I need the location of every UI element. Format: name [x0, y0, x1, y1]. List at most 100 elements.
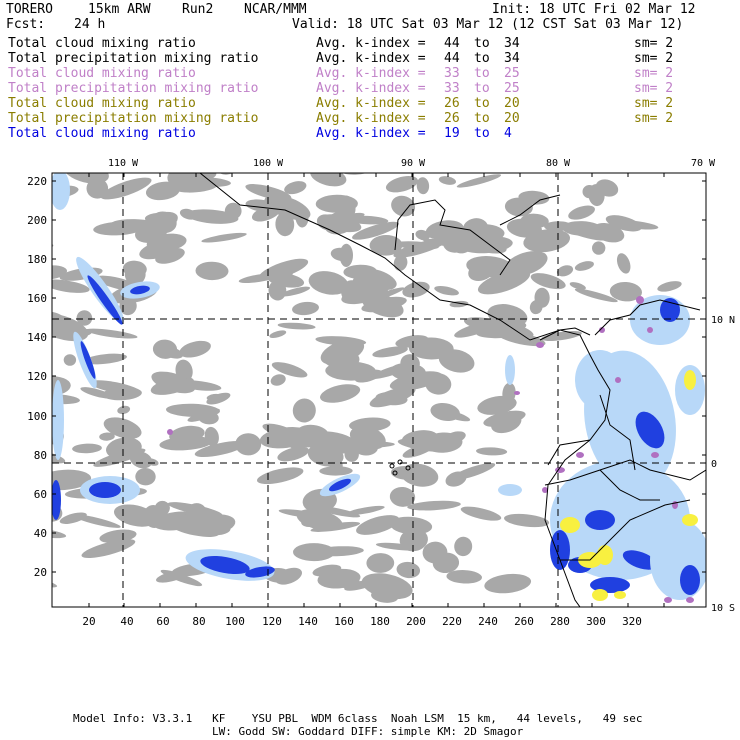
- init-time: Init: 18 UTC Fri 02 Mar 12: [492, 2, 696, 17]
- legend-to: 34: [504, 36, 520, 51]
- y-tick-label: 140: [27, 331, 47, 344]
- legend-name: Total precipitation mixing ratio: [8, 81, 259, 96]
- legend-to: 25: [504, 81, 520, 96]
- cloud-patch: [201, 232, 247, 243]
- y-tick-label: 220: [27, 175, 47, 188]
- latitude-label: 10 N: [711, 315, 735, 326]
- cloud-patch: [477, 269, 531, 295]
- cloud-patch: [460, 506, 502, 521]
- map-frame: [51, 172, 707, 608]
- precip-blob-light-blue: [575, 350, 625, 410]
- cloud-patch: [391, 195, 416, 217]
- cloud-patch: [83, 353, 127, 365]
- cloud-patch: [310, 173, 347, 187]
- precip-blob-blue: [635, 411, 665, 449]
- legend-to-word: to: [474, 81, 490, 96]
- cloud-patch: [63, 354, 77, 366]
- cloud-patch: [468, 261, 494, 282]
- cloud-patch: [194, 440, 247, 458]
- cloud-patch: [397, 438, 451, 452]
- cloud-patch: [0, 552, 28, 562]
- cloud-patch: [463, 317, 519, 335]
- cloud-patch: [86, 178, 109, 199]
- cloud-patch: [390, 465, 423, 480]
- cloud-patch: [89, 380, 142, 395]
- cloud-patch: [393, 254, 408, 271]
- y-tick-label: 200: [27, 214, 47, 227]
- cloud-patch: [76, 310, 93, 326]
- precip-blob-purple: [576, 452, 584, 458]
- cloud-patch: [280, 286, 311, 297]
- precip-blob-yellow: [614, 591, 626, 599]
- precip-blob-light-blue: [498, 484, 522, 496]
- precip-blob-blue: [550, 530, 570, 570]
- cloud-patch: [582, 184, 597, 199]
- cloud-patch: [324, 210, 357, 235]
- cloud-patch: [456, 174, 502, 188]
- cloud-patch: [100, 177, 152, 200]
- cloud-patch: [143, 216, 164, 226]
- cloud-patch: [369, 386, 416, 408]
- cloud-patch: [145, 181, 181, 201]
- galapagos-island: [405, 465, 411, 471]
- cloud-patch: [313, 546, 364, 557]
- cloud-patch: [407, 500, 461, 511]
- x-tick-label: 140: [298, 615, 318, 628]
- legend-kindex: Avg. k-index =: [316, 96, 426, 111]
- precip-blob-purple: [636, 296, 644, 304]
- legend-from: 44: [444, 51, 460, 66]
- cloud-patch: [18, 551, 48, 561]
- cloud-patch: [270, 374, 286, 386]
- legend-to: 25: [504, 66, 520, 81]
- cloud-patch: [556, 265, 574, 277]
- cloud-patch: [235, 433, 262, 456]
- cloud-patch: [269, 330, 287, 339]
- cloud-patch: [595, 179, 619, 197]
- legend-name: Total precipitation mixing ratio: [8, 51, 259, 66]
- coastline: [560, 499, 691, 561]
- precip-blob-yellow: [684, 370, 696, 390]
- legend-name: Total cloud mixing ratio: [8, 66, 196, 81]
- latitude-label: 0: [711, 459, 717, 470]
- y-tick-label: 120: [27, 370, 47, 383]
- cloud-patch: [574, 288, 618, 303]
- cloud-patch: [160, 569, 203, 587]
- cloud-patch: [402, 281, 430, 298]
- coastline: [199, 173, 611, 607]
- cloud-patch: [345, 505, 385, 516]
- cloud-patch: [372, 346, 408, 358]
- precip-blob-purple: [647, 327, 653, 333]
- legend-sm: sm= 2: [634, 51, 674, 66]
- y-tick-label: 160: [27, 292, 47, 305]
- precip-blob-purple: [615, 377, 621, 383]
- cloud-patch: [416, 177, 430, 195]
- cloud-patch: [135, 467, 156, 486]
- cloud-patch: [443, 431, 466, 444]
- legend-to-word: to: [474, 96, 490, 111]
- legend-kindex: Avg. k-index =: [316, 66, 426, 81]
- legend-to: 4: [504, 126, 512, 141]
- valid-time: Valid: 18 UTC Sat 03 Mar 12 (12 CST Sat …: [292, 17, 684, 32]
- legend-kindex: Avg. k-index =: [316, 36, 426, 51]
- legend-sm: sm= 2: [634, 36, 674, 51]
- cloud-patch: [442, 231, 469, 253]
- legend-to: 34: [504, 51, 520, 66]
- fcst-value: 24 h: [74, 17, 106, 32]
- precip-blob-yellow: [597, 545, 613, 565]
- cloud-patch: [319, 466, 353, 476]
- cloud-patch: [0, 290, 19, 309]
- precip-blob-light-blue: [52, 380, 64, 460]
- cloud-patch: [169, 425, 205, 444]
- x-tick-label: 40: [120, 615, 133, 628]
- legend-from: 26: [444, 111, 460, 126]
- model-info-line1: Model Info: V3.3.1 KF YSU PBL WDM 6class…: [73, 712, 643, 725]
- coastline: [547, 439, 591, 466]
- precip-blob-blue: [585, 510, 615, 530]
- cloud-patch: [0, 263, 22, 277]
- cloud-patch: [257, 467, 304, 485]
- cloud-patch: [295, 206, 309, 228]
- legend-sm: sm= 2: [634, 111, 674, 126]
- precip-blob-blue: [622, 550, 658, 570]
- cloud-patch: [312, 564, 342, 577]
- cloud-patch: [284, 181, 307, 195]
